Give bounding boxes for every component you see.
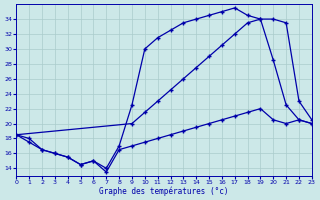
X-axis label: Graphe des températures (°c): Graphe des températures (°c) bbox=[99, 186, 229, 196]
